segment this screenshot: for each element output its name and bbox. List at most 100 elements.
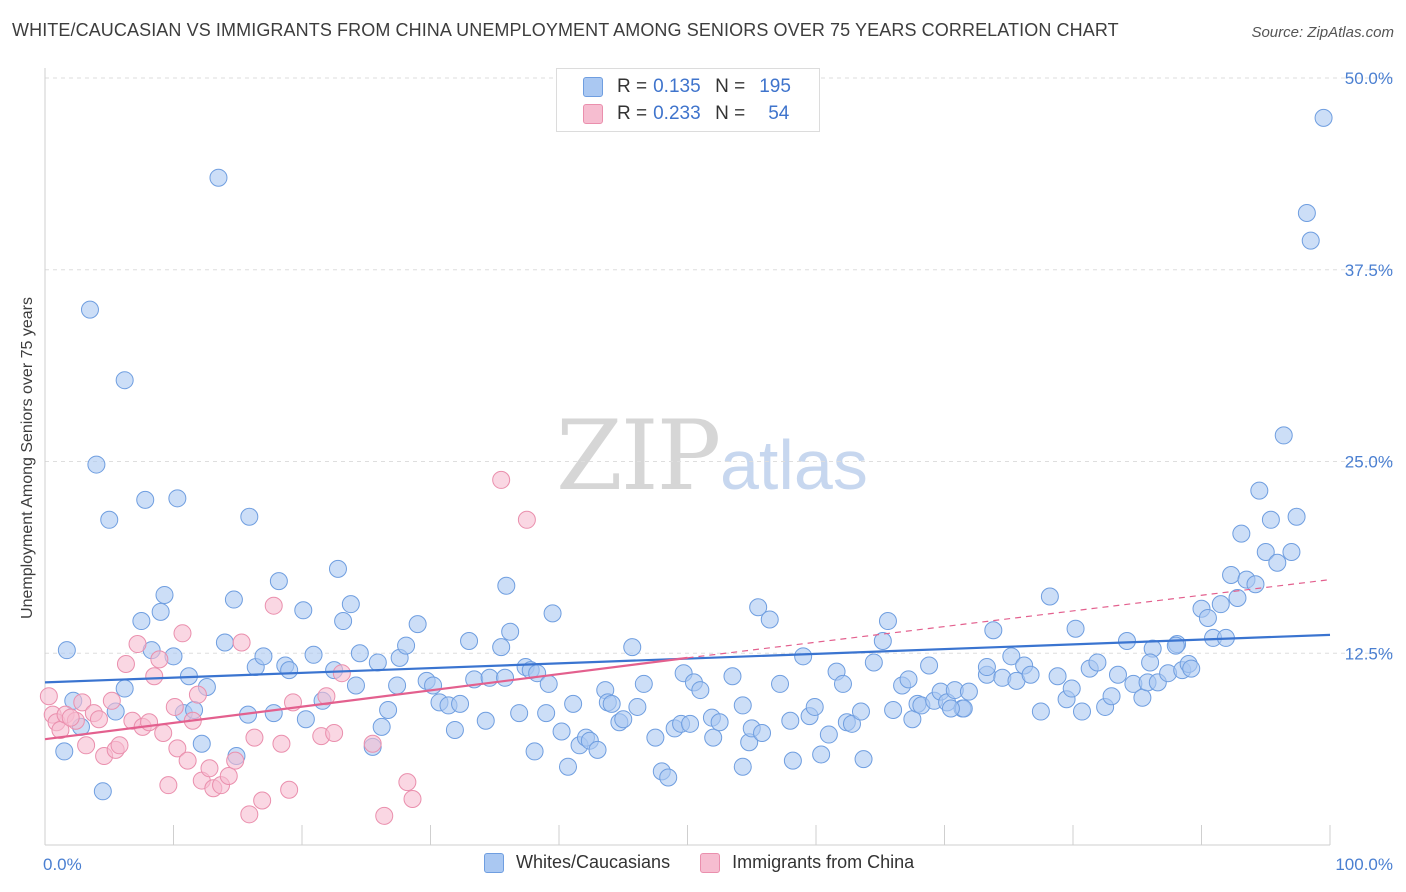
point-whites (1232, 524, 1251, 543)
point-whites (1133, 688, 1152, 707)
point-whites (492, 638, 511, 657)
point-whites (681, 714, 700, 733)
series-legend: Whites/Caucasians Immigrants from China (484, 852, 944, 873)
point-whites (771, 674, 790, 693)
point-whites (132, 612, 151, 631)
point-whites (984, 621, 1003, 640)
point-whites (564, 694, 583, 713)
point-whites (781, 711, 800, 730)
point-china (145, 667, 164, 686)
point-whites (634, 674, 653, 693)
series-legend-whites[interactable]: Whites/Caucasians (484, 852, 670, 873)
legend-row-china: R = 0.233 N = 54 (583, 102, 789, 126)
legend-swatch-china (700, 852, 721, 873)
legend-swatch-whites (583, 77, 603, 97)
point-whites (209, 168, 228, 187)
point-whites (1072, 702, 1091, 721)
source-label: Source: ZipAtlas.com (1251, 24, 1394, 41)
point-whites (350, 644, 369, 663)
point-whites (833, 674, 852, 693)
point-whites (80, 300, 99, 319)
point-whites (155, 585, 174, 604)
point-china (232, 633, 251, 652)
point-whites (1088, 653, 1107, 672)
point-whites (628, 697, 647, 716)
point-whites (93, 782, 112, 801)
point-whites (328, 559, 347, 578)
point-whites (1256, 543, 1275, 562)
point-china (398, 773, 417, 792)
y-tick-label: 37.5% (1345, 261, 1393, 280)
point-china (332, 664, 351, 683)
trend-lines (44, 579, 1331, 741)
point-whites (543, 604, 562, 623)
point-whites (1021, 665, 1040, 684)
legend-swatch-china (583, 104, 603, 124)
point-whites (733, 757, 752, 776)
point-whites (733, 696, 752, 715)
point-china (73, 693, 92, 712)
point-whites (1250, 481, 1269, 500)
series-legend-label: Immigrants from China (732, 852, 915, 872)
y-tick-labels: 12.5% 25.0% 37.5% 50.0% (1345, 69, 1393, 663)
point-china (168, 739, 187, 758)
x-tick-label: 0.0% (43, 855, 82, 874)
legend-n-value: 54 (768, 103, 790, 124)
point-whites (304, 645, 323, 664)
point-whites (1182, 659, 1201, 678)
point-whites (254, 647, 273, 666)
point-whites (812, 745, 831, 764)
point-whites (1066, 619, 1085, 638)
point-whites (57, 641, 76, 660)
point-whites (368, 653, 387, 672)
point-china (253, 791, 272, 810)
point-china (325, 724, 344, 743)
legend-r-value: 0.233 (653, 103, 701, 124)
point-china (264, 596, 283, 615)
point-whites (1261, 510, 1280, 529)
point-whites (115, 679, 134, 698)
point-whites (1301, 231, 1320, 250)
point-china (178, 751, 197, 770)
point-whites (115, 371, 134, 390)
point-china (200, 759, 219, 778)
point-whites (87, 455, 106, 474)
point-whites (280, 661, 299, 680)
point-china (363, 734, 382, 753)
point-whites (1198, 608, 1217, 627)
point-china (102, 691, 121, 710)
point-whites (854, 750, 873, 769)
point-whites (136, 490, 155, 509)
point-whites (623, 638, 642, 657)
point-whites (659, 768, 678, 787)
watermark-zip: ZIP (556, 400, 721, 512)
point-china (165, 697, 184, 716)
point-whites (552, 722, 571, 741)
point-whites (1297, 203, 1316, 222)
point-whites (1228, 589, 1247, 608)
point-china (61, 708, 80, 727)
point-whites (1314, 108, 1333, 127)
point-whites (819, 725, 838, 744)
point-whites (151, 602, 170, 621)
point-whites (899, 670, 918, 689)
point-china (517, 510, 536, 529)
point-whites (1031, 702, 1050, 721)
point-whites (510, 704, 529, 723)
legend-n-label: N = (715, 76, 746, 97)
point-china (140, 713, 159, 732)
point-china (317, 687, 336, 706)
point-whites (55, 742, 74, 761)
point-whites (1268, 553, 1287, 572)
legend-n-label: N = (715, 103, 746, 124)
point-whites (783, 751, 802, 770)
trend-line-china-extension (687, 579, 1331, 659)
point-whites (864, 653, 883, 672)
point-whites (397, 636, 416, 655)
point-whites (614, 710, 633, 729)
point-whites (294, 601, 313, 620)
point-whites (851, 702, 870, 721)
point-china (375, 806, 394, 825)
series-legend-china[interactable]: Immigrants from China (700, 852, 914, 873)
point-whites (346, 676, 365, 695)
